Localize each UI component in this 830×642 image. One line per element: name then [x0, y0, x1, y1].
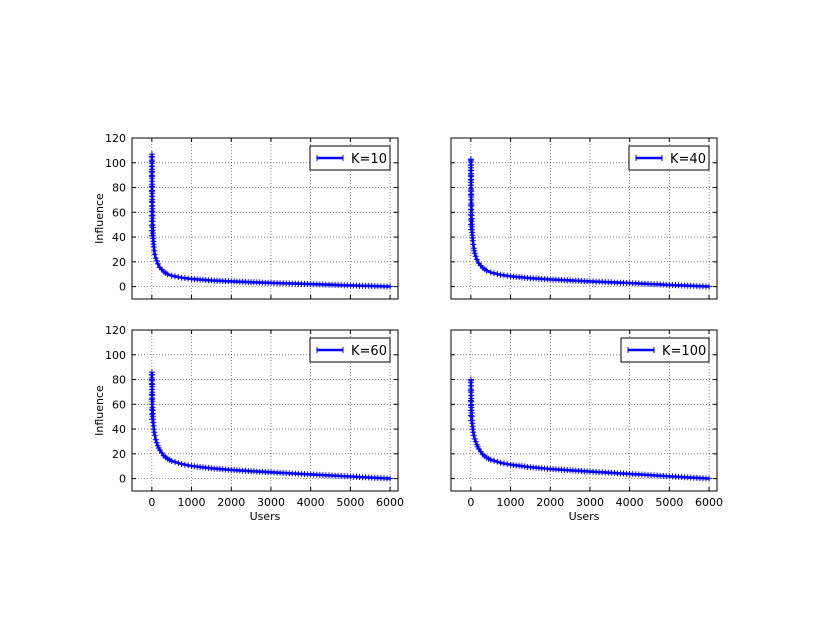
series-markers	[467, 376, 713, 482]
x-tick-label: 4000	[297, 496, 325, 509]
x-tick-label: 3000	[576, 496, 604, 509]
y-tick-label: 80	[112, 374, 126, 387]
x-tick-label: 5000	[336, 496, 364, 509]
subplot-1: 0 20 40 60 80 100 120 Influence K=10	[93, 132, 399, 300]
y-tick-label: 0	[119, 473, 126, 486]
legend-marker	[635, 155, 663, 161]
subplot-4: 0 1000 2000 3000 4000 5000 6000 Users K=100	[450, 329, 723, 523]
y-tick-label: 120	[105, 324, 126, 337]
y-tick-label: 100	[105, 157, 126, 170]
y-tick-label: 80	[112, 182, 126, 195]
x-tick-label: 3000	[257, 496, 285, 509]
y-tick-label: 100	[105, 349, 126, 362]
x-tick-label: 6000	[695, 496, 723, 509]
legend-marker	[627, 347, 655, 353]
legend-marker	[316, 347, 344, 353]
y-axis-label: Influence	[93, 193, 106, 244]
x-tick-label: 1000	[178, 496, 206, 509]
y-tick-label: 60	[112, 206, 126, 219]
axes-frame	[131, 137, 399, 300]
x-axis-label: Users	[250, 510, 281, 523]
x-tick-label: 5000	[655, 496, 683, 509]
legend-label: K=10	[351, 152, 387, 167]
y-tick-label: 40	[112, 423, 126, 436]
y-tick-label: 20	[112, 448, 126, 461]
legend-label: K=40	[670, 152, 706, 167]
legend-label: K=60	[351, 344, 387, 359]
legend-box	[628, 145, 710, 171]
series-markers	[148, 151, 394, 290]
legend-label: K=100	[662, 344, 706, 359]
axes-frame	[450, 137, 718, 300]
x-tick-label: 2000	[536, 496, 564, 509]
subplot-2: K=40	[450, 137, 718, 300]
legend-marker	[316, 155, 344, 161]
axes-frame	[131, 329, 399, 492]
series-markers	[148, 369, 394, 482]
y-tick-label: 0	[119, 281, 126, 294]
x-tick-label: 6000	[376, 496, 404, 509]
x-tick-label: 1000	[497, 496, 525, 509]
x-tick-label: 2000	[217, 496, 245, 509]
subplot-3: 0 1000 2000 3000 4000 5000 6000 Users 0 20 40 60 80 1…	[93, 324, 404, 523]
y-tick-label: 40	[112, 231, 126, 244]
axes-frame	[450, 329, 718, 492]
series-markers	[467, 156, 713, 290]
x-tick-label: 0	[467, 496, 474, 509]
x-tick-label: 0	[148, 496, 155, 509]
y-tick-label: 20	[112, 256, 126, 269]
y-axis-label: Influence	[93, 385, 106, 436]
x-tick-label: 4000	[616, 496, 644, 509]
y-tick-label: 120	[105, 132, 126, 145]
x-axis-label: Users	[569, 510, 600, 523]
series-line	[150, 154, 391, 288]
y-tick-label: 60	[112, 398, 126, 411]
